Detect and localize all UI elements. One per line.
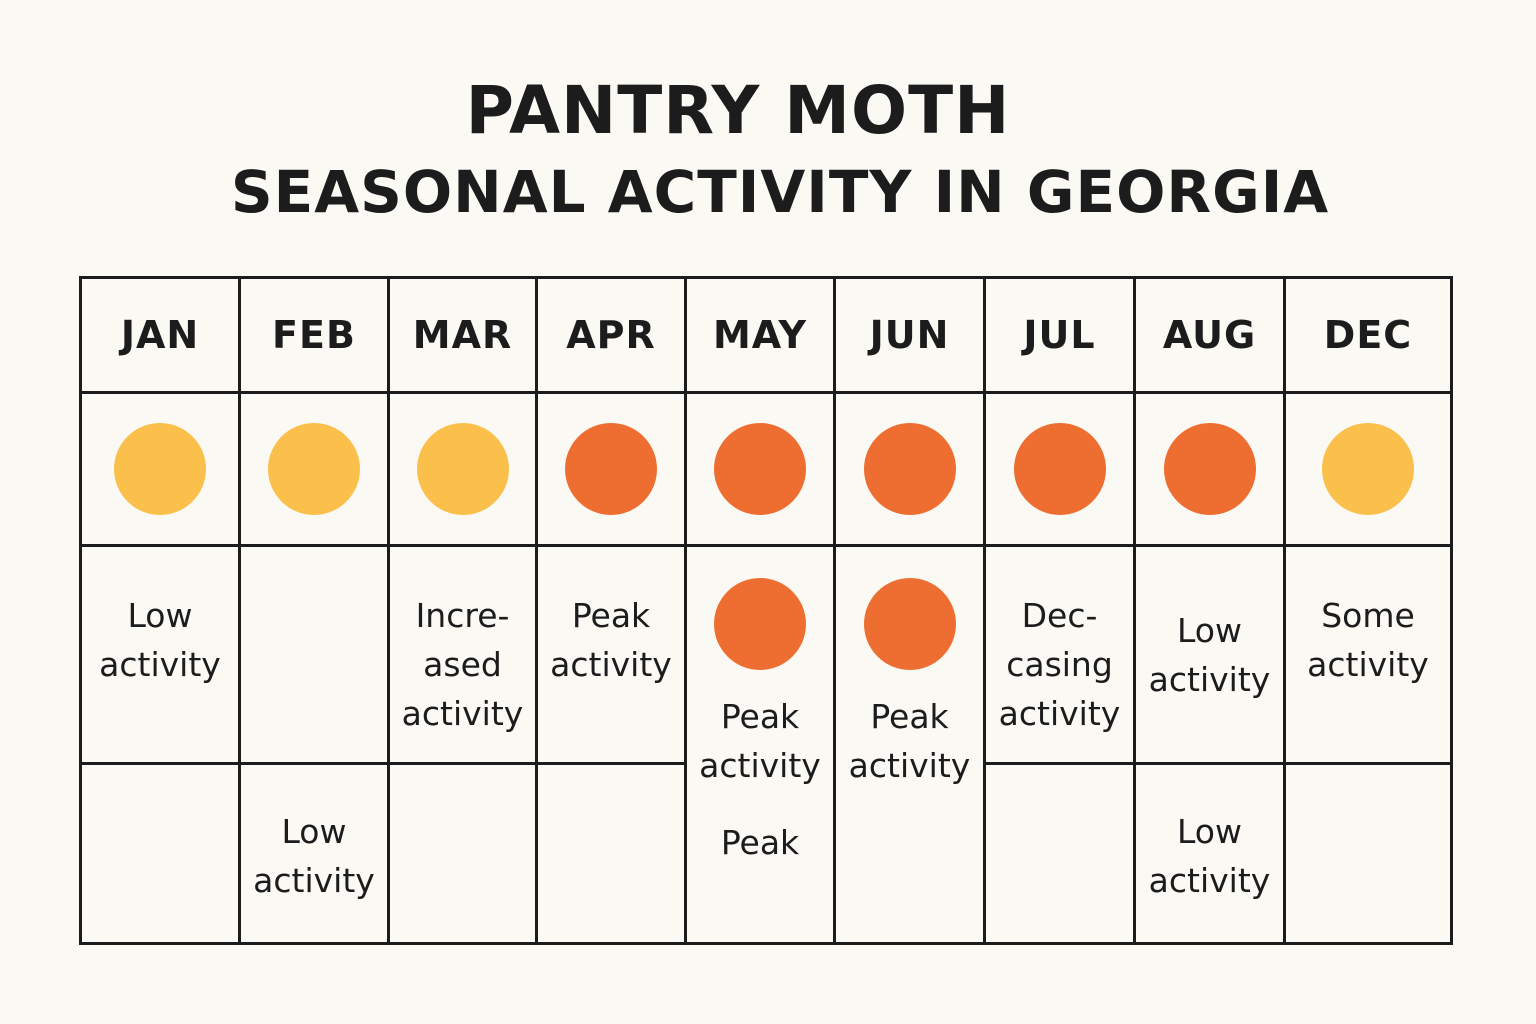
note-cell-dec: Some activity (1286, 547, 1450, 765)
activity-cell-jun (836, 394, 986, 547)
note2-cell-jul (986, 765, 1136, 942)
low-activity-dot-icon (1322, 423, 1414, 515)
low-activity-dot-icon (416, 423, 509, 515)
month-header-aug: AUG (1136, 279, 1286, 394)
month-header-mar: MAR (390, 279, 538, 394)
note-text: activity (401, 694, 524, 733)
month-header-feb: FEB (241, 279, 390, 394)
note-text: Peak (720, 697, 800, 736)
activity-cell-jan (82, 394, 241, 547)
chart-title: PANTRY MOTH (465, 72, 1011, 149)
high-activity-dot-icon (863, 578, 956, 670)
note-cell-apr: Peak activity (538, 547, 687, 765)
note-text: activity (1148, 660, 1271, 699)
note-text: Low (1177, 812, 1242, 851)
note2-cell-feb: Low activity (241, 765, 390, 942)
note-text: activity (998, 694, 1121, 733)
note-text: Peak (870, 697, 949, 736)
note-text: Dec- (1021, 596, 1098, 635)
month-header-dec: DEC (1286, 279, 1450, 394)
note-cell-jan: Low activity (82, 547, 241, 765)
note2-cell-apr (538, 765, 687, 942)
note-text: activity (550, 645, 672, 684)
note-text: Some (1321, 596, 1415, 635)
note-cell-jun: Peak activity (836, 547, 986, 942)
note-cell-aug: Low activity (1136, 547, 1286, 765)
note-cell-may: Peak activity Peak (687, 547, 836, 942)
high-activity-dot-icon (565, 423, 657, 515)
note-text: activity (253, 861, 375, 900)
note-text: Low (1177, 611, 1242, 650)
note2-cell-aug: Low activity (1136, 765, 1286, 942)
note-cell-feb (241, 547, 390, 765)
low-activity-dot-icon (114, 423, 206, 515)
note-text: Incre- (415, 596, 510, 635)
activity-cell-mar (390, 394, 538, 547)
note-text: Low (281, 812, 347, 851)
activity-cell-apr (538, 394, 687, 547)
high-activity-dot-icon (1013, 423, 1106, 515)
high-activity-dot-icon (714, 578, 806, 670)
note-text: casing (1006, 645, 1113, 684)
note2-cell-jan (82, 765, 241, 942)
note-text: Peak (571, 596, 651, 635)
high-activity-dot-icon (1163, 423, 1256, 515)
note-text: activity (1307, 645, 1429, 684)
note-text: Peak (720, 823, 800, 862)
activity-cell-jul (986, 394, 1136, 547)
activity-cell-may (687, 394, 836, 547)
note-text: activity (1148, 861, 1271, 900)
note-text: ased (423, 645, 502, 684)
activity-cell-dec (1286, 394, 1450, 547)
month-header-jul: JUL (986, 279, 1136, 394)
month-header-may: MAY (687, 279, 836, 394)
note-text: Low (127, 596, 193, 635)
chart-subtitle: SEASONAL ACTIVITY IN GEORGIA (230, 158, 1330, 226)
high-activity-dot-icon (714, 423, 806, 515)
activity-cell-aug (1136, 394, 1286, 547)
high-activity-dot-icon (863, 423, 956, 515)
month-header-jun: JUN (836, 279, 986, 394)
month-header-jan: JAN (82, 279, 241, 394)
note-cell-jul: Dec- casing activity (986, 547, 1136, 765)
low-activity-dot-icon (268, 423, 360, 515)
note-text: activity (699, 746, 821, 785)
note2-cell-dec (1286, 765, 1450, 942)
note-text: activity (99, 645, 221, 684)
note-text: activity (848, 746, 971, 785)
note-cell-mar: Incre- ased activity (390, 547, 538, 765)
activity-cell-feb (241, 394, 390, 547)
activity-grid: JAN FEB MAR APR MAY JUN JUL AUG DEC Low … (79, 276, 1453, 945)
month-header-apr: APR (538, 279, 687, 394)
note2-cell-mar (390, 765, 538, 942)
